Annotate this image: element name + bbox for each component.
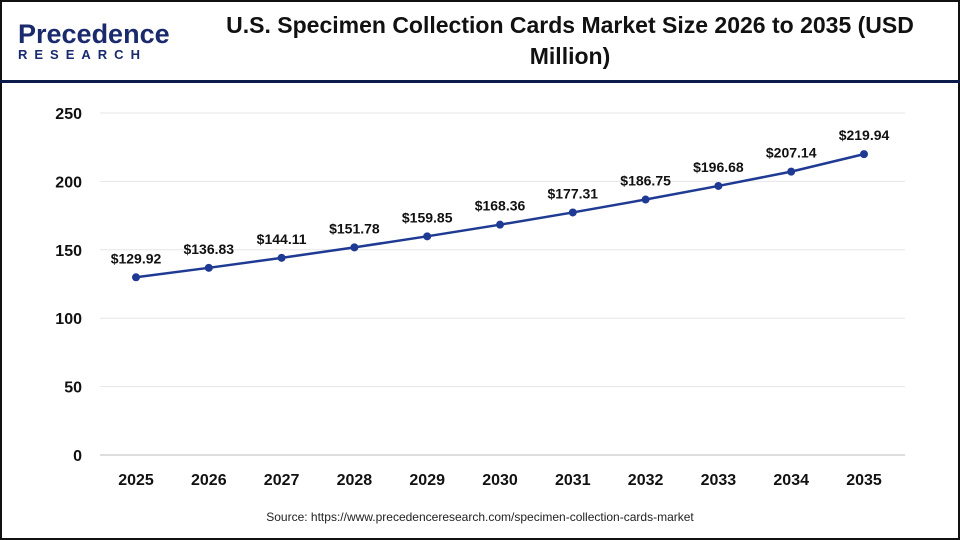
x-tick-label: 2027	[264, 472, 300, 489]
data-point	[641, 195, 650, 204]
data-point	[350, 243, 359, 252]
header-divider	[0, 80, 960, 83]
data-point	[568, 208, 577, 217]
data-point	[787, 167, 796, 176]
x-tick-label: 2025	[118, 472, 154, 489]
data-label: $186.75	[620, 173, 671, 189]
data-point	[423, 232, 432, 241]
y-tick-label: 0	[73, 448, 82, 465]
data-point	[277, 253, 286, 262]
y-tick-label: 250	[55, 106, 82, 123]
x-tick-label: 2030	[482, 472, 518, 489]
data-point	[496, 220, 504, 229]
data-label: $129.92	[111, 250, 162, 266]
y-tick-label: 150	[55, 243, 82, 260]
data-point	[204, 263, 213, 272]
logo-line1: Precedence	[18, 19, 170, 49]
x-tick-label: 2028	[337, 472, 373, 489]
x-tick-label: 2033	[701, 472, 737, 489]
chart-title: U.S. Specimen Collection Cards Market Si…	[226, 12, 914, 69]
logo-line2: RESEARCH	[18, 47, 147, 62]
y-tick-label: 100	[55, 311, 82, 328]
x-tick-label: 2035	[846, 472, 882, 489]
data-point	[714, 181, 723, 190]
x-tick-label: 2029	[409, 472, 445, 489]
data-label: $151.78	[329, 220, 380, 236]
data-label: $207.14	[766, 145, 817, 161]
logo: Precedence RESEARCH	[18, 19, 170, 62]
data-label: $196.68	[693, 159, 744, 175]
data-point	[860, 150, 868, 159]
y-tick-label: 200	[55, 174, 82, 191]
data-point	[132, 273, 140, 282]
data-label: $219.94	[839, 127, 890, 143]
series-line	[135, 152, 865, 279]
x-tick-label: 2034	[773, 472, 809, 489]
data-label: $159.85	[402, 209, 453, 225]
data-label: $136.83	[183, 241, 234, 257]
source-text: Source: https://www.precedenceresearch.c…	[266, 510, 694, 524]
data-label: $168.36	[475, 198, 526, 214]
data-label: $177.31	[547, 185, 598, 201]
x-tick-label: 2026	[191, 472, 227, 489]
data-label: $144.11	[257, 231, 307, 247]
y-tick-label: 50	[64, 380, 82, 397]
x-tick-label: 2031	[555, 472, 591, 489]
x-tick-label: 2032	[628, 472, 664, 489]
